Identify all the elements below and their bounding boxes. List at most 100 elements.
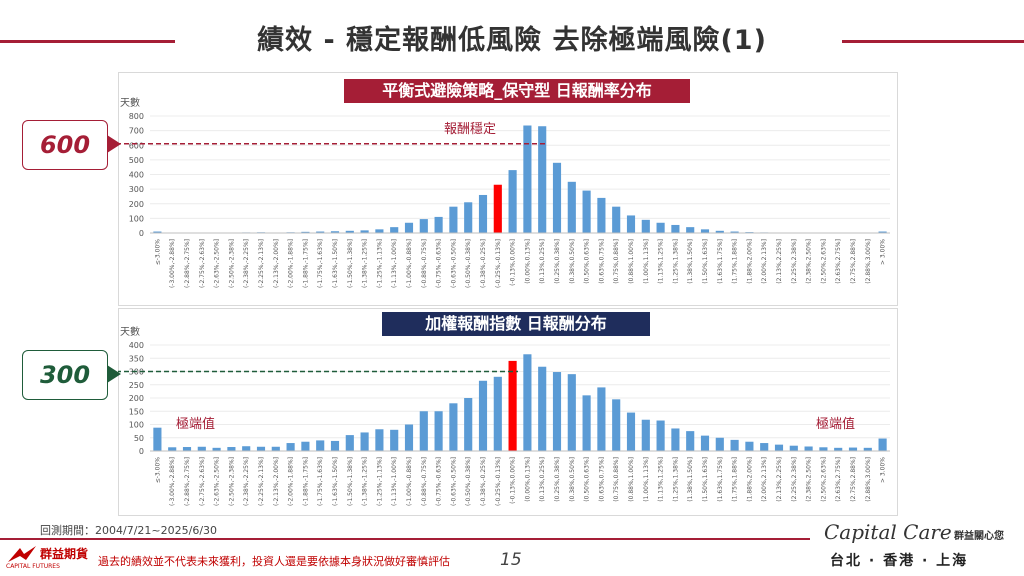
x-tick-label: (-2.88%,-2.75%] xyxy=(184,457,191,506)
x-tick-label: (-1.13%,-1.00%] xyxy=(391,239,398,288)
x-tick-label: (0.13%,0.25%] xyxy=(539,457,546,502)
x-tick-label: (-1.00%,-0.88%] xyxy=(406,457,413,506)
x-tick-label: (1.00%,1.13%] xyxy=(643,457,650,502)
x-tick-label: (1.38%,1.50%] xyxy=(687,239,694,284)
bar xyxy=(478,194,488,233)
bar xyxy=(745,441,754,451)
x-tick-label: (-0.75%,-0.63%] xyxy=(436,239,443,288)
bar xyxy=(760,443,769,451)
bar xyxy=(449,403,458,451)
bar xyxy=(863,447,872,451)
bar-highlight xyxy=(508,360,517,451)
bar xyxy=(626,215,636,233)
y-tick-label: 400 xyxy=(129,171,144,180)
x-tick-label: (0.25%,0.38%] xyxy=(554,239,561,284)
callout-600: 600 xyxy=(22,120,121,170)
y-tick-label: 600 xyxy=(129,141,144,150)
bar xyxy=(449,206,458,233)
bar xyxy=(523,354,532,451)
bar xyxy=(360,432,369,451)
bar xyxy=(671,224,680,233)
bar xyxy=(301,231,310,233)
x-tick-label: (-2.63%,-2.50%] xyxy=(214,239,221,288)
footer-rule xyxy=(0,538,810,540)
x-tick-label: (1.13%,1.25%] xyxy=(658,457,665,502)
office-cities: 台北 · 香港 · 上海 xyxy=(830,553,969,569)
bar xyxy=(256,446,266,451)
x-tick-label: (-0.25%,-0.13%] xyxy=(495,239,502,288)
x-tick-label: (1.63%,1.75%] xyxy=(717,457,724,502)
x-tick-label: (-0.75%,-0.63%] xyxy=(436,457,443,506)
chart-title-top: 平衡式避險策略_保守型 日報酬率分布 xyxy=(344,79,690,103)
bar xyxy=(316,440,325,451)
x-tick-label: ≤-3.00% xyxy=(154,239,161,266)
x-tick-label: (-2.00%,-1.88%] xyxy=(288,239,295,288)
x-tick-label: (-2.25%,-2.13%] xyxy=(258,457,265,506)
brand-tag: 群益關心您 xyxy=(954,531,1004,542)
x-tick-label: (-1.75%,-1.63%] xyxy=(317,457,324,506)
x-tick-label: (1.50%,1.63%] xyxy=(702,239,709,284)
x-tick-label: (-1.63%,-1.50%] xyxy=(332,239,339,288)
x-tick-label: (-1.88%,-1.75%] xyxy=(302,239,309,288)
x-tick-label: (-2.00%,-1.88%] xyxy=(288,457,295,506)
y-tick-label: 200 xyxy=(129,394,144,403)
x-tick-label: (0.88%,1.00%] xyxy=(628,239,635,284)
x-tick-label: (-1.38%,-1.25%] xyxy=(362,457,369,506)
x-tick-label: (-1.75%,-1.63%] xyxy=(317,239,324,288)
bar xyxy=(626,412,636,451)
x-tick-label: (2.50%,2.63%] xyxy=(820,239,827,284)
bar xyxy=(316,231,325,233)
x-tick-label: (2.75%,2.88%] xyxy=(850,239,857,284)
page-title: 績效 - 穩定報酬低風險 去除極端風險(1) xyxy=(257,25,767,56)
bar xyxy=(641,219,650,233)
x-tick-label: (-0.88%,-0.75%] xyxy=(421,457,428,506)
y-axis-label: 天數 xyxy=(120,325,140,338)
y-tick-label: 700 xyxy=(129,127,144,136)
x-tick-label: (-2.25%,-2.13%] xyxy=(258,239,265,288)
disclaimer: 過去的績效並不代表未來獲利，投資人還是要依據本身狀況做好審慎評估 xyxy=(98,555,450,568)
x-tick-label: (-1.88%,-1.75%] xyxy=(302,457,309,506)
bar xyxy=(582,190,591,233)
x-tick-label: (-2.13%,-2.00%] xyxy=(273,239,280,288)
x-tick-label: (2.00%,2.13%] xyxy=(761,239,768,284)
bar xyxy=(656,420,665,451)
x-tick-label: (-1.63%,-1.50%] xyxy=(332,457,339,506)
bar xyxy=(774,444,784,451)
bar xyxy=(227,447,236,451)
bar xyxy=(686,431,695,451)
x-tick-label: (0.00%,0.13%] xyxy=(524,457,531,502)
bar xyxy=(597,197,606,233)
x-tick-label: (0.88%,1.00%] xyxy=(628,457,635,502)
bar xyxy=(656,222,665,233)
x-tick-label: (-2.50%,-2.38%] xyxy=(228,239,235,288)
annotation-label: 報酬穩定 xyxy=(444,122,496,137)
y-tick-label: 250 xyxy=(129,381,144,390)
x-tick-label: (-2.38%,-2.25%] xyxy=(243,457,250,506)
y-tick-label: 0 xyxy=(139,229,144,238)
x-tick-label: (2.13%,2.25%] xyxy=(776,457,783,502)
y-tick-label: 0 xyxy=(139,447,144,456)
bar xyxy=(730,231,739,233)
x-tick-label: (0.50%,0.63%] xyxy=(584,239,591,284)
y-tick-label: 50 xyxy=(134,434,144,443)
x-tick-label: (1.25%,1.38%] xyxy=(672,239,679,284)
bar xyxy=(819,447,828,451)
bar xyxy=(301,441,310,451)
x-tick-label: (-3.00%,-2.88%] xyxy=(169,239,176,288)
x-tick-label: (1.75%,1.88%] xyxy=(732,239,739,284)
x-tick-label: (0.50%,0.63%] xyxy=(584,457,591,502)
bar xyxy=(538,126,547,233)
bar xyxy=(508,170,517,233)
x-tick-label: (-0.13%,0.00%] xyxy=(510,239,517,286)
x-tick-label: (1.13%,1.25%] xyxy=(658,239,665,284)
bar xyxy=(582,395,591,451)
bar xyxy=(789,445,798,451)
x-tick-label: (-0.63%,-0.50%] xyxy=(450,457,457,506)
x-tick-label: (0.75%,0.88%] xyxy=(613,457,620,502)
bar xyxy=(242,446,251,451)
bar xyxy=(271,446,280,451)
bar xyxy=(419,219,428,233)
x-tick-label: (-0.63%,-0.50%] xyxy=(450,239,457,288)
bar xyxy=(834,447,843,451)
bar xyxy=(404,222,414,233)
